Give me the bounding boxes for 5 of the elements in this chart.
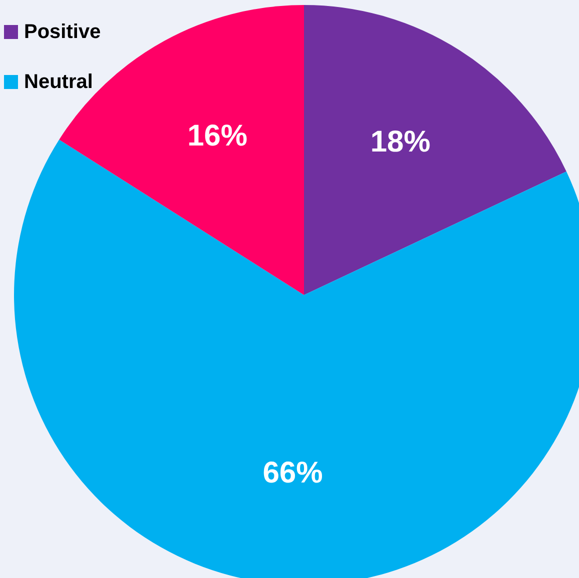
legend-label: Positive [24,20,101,44]
legend-label: Neutral [24,70,93,94]
data-label: 66% [262,456,323,490]
data-label: 18% [370,125,430,158]
data-label: 16% [187,120,248,153]
